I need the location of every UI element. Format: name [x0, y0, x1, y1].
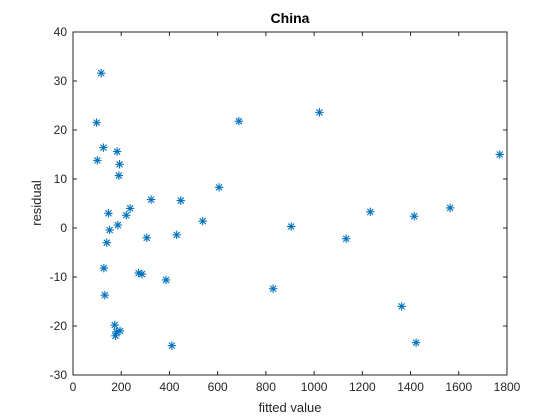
data-point	[99, 143, 108, 152]
data-points	[92, 68, 504, 350]
y-tick-label: 0	[60, 221, 67, 235]
data-point	[137, 269, 147, 279]
data-point	[397, 302, 406, 311]
data-point	[115, 160, 124, 169]
data-point	[122, 211, 131, 220]
plot-area	[72, 31, 508, 376]
y-axis-label: residual	[29, 180, 44, 226]
data-point	[366, 207, 375, 217]
x-tick-label: 1800	[494, 380, 521, 394]
chart-title: China	[271, 10, 310, 26]
y-tick-label: 10	[54, 172, 68, 186]
x-tick-label: 600	[208, 380, 228, 394]
data-point	[97, 68, 106, 78]
y-axis-ticks: -30 -20 -10 0 10 20 30 40	[50, 25, 507, 382]
data-point	[110, 320, 119, 330]
data-point	[102, 238, 111, 247]
data-point	[411, 338, 421, 347]
data-point	[409, 212, 419, 221]
data-point	[234, 116, 244, 126]
data-point	[287, 222, 296, 231]
data-point	[341, 234, 351, 243]
data-point	[198, 216, 207, 226]
data-point	[93, 156, 102, 165]
x-tick-label: 800	[256, 380, 276, 394]
data-point	[214, 183, 224, 192]
x-tick-label: 0	[70, 380, 77, 394]
data-point	[176, 196, 185, 205]
data-point	[495, 150, 504, 159]
x-axis-label: fitted value	[259, 400, 322, 415]
data-point	[315, 108, 324, 117]
y-tick-label: 40	[54, 25, 68, 39]
data-point	[268, 284, 278, 293]
data-point	[104, 209, 113, 218]
data-point	[100, 290, 110, 300]
data-point	[115, 326, 125, 336]
y-tick-label: -30	[50, 368, 68, 382]
y-tick-label: -20	[50, 319, 68, 333]
data-point	[112, 147, 122, 156]
y-tick-label: 20	[54, 123, 68, 137]
x-tick-label: 1600	[445, 380, 472, 394]
data-point	[125, 204, 135, 213]
data-point	[167, 341, 177, 350]
data-point	[99, 263, 109, 273]
x-axis-ticks: 0 200 400 600 800 1000 1200 1400 1600 1800	[70, 32, 521, 394]
data-point	[161, 275, 171, 285]
x-tick-label: 200	[111, 380, 131, 394]
data-point	[114, 171, 124, 180]
x-tick-label: 1200	[349, 380, 376, 394]
x-tick-label: 1400	[397, 380, 424, 394]
data-point	[142, 233, 151, 242]
x-tick-label: 400	[159, 380, 179, 394]
data-point	[172, 230, 181, 240]
data-point	[113, 220, 123, 230]
y-tick-label: 30	[54, 74, 68, 88]
x-tick-label: 1000	[301, 380, 328, 394]
data-point	[146, 195, 156, 204]
data-point	[445, 203, 455, 213]
y-tick-label: -10	[50, 270, 68, 284]
data-point	[105, 225, 114, 235]
data-point	[92, 118, 101, 127]
